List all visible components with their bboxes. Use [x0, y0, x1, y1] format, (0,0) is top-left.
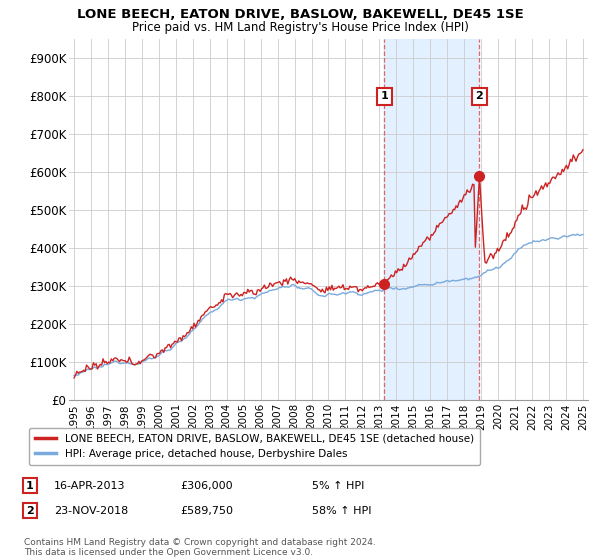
- Text: £589,750: £589,750: [180, 506, 233, 516]
- Legend: LONE BEECH, EATON DRIVE, BASLOW, BAKEWELL, DE45 1SE (detached house), HPI: Avera: LONE BEECH, EATON DRIVE, BASLOW, BAKEWEL…: [29, 428, 480, 465]
- Text: 1: 1: [26, 480, 34, 491]
- Text: 23-NOV-2018: 23-NOV-2018: [54, 506, 128, 516]
- Text: Contains HM Land Registry data © Crown copyright and database right 2024.
This d: Contains HM Land Registry data © Crown c…: [24, 538, 376, 557]
- Text: 1: 1: [380, 91, 388, 101]
- Text: 58% ↑ HPI: 58% ↑ HPI: [312, 506, 371, 516]
- Text: £306,000: £306,000: [180, 480, 233, 491]
- Text: Price paid vs. HM Land Registry's House Price Index (HPI): Price paid vs. HM Land Registry's House …: [131, 21, 469, 34]
- Text: 2: 2: [476, 91, 484, 101]
- Text: 16-APR-2013: 16-APR-2013: [54, 480, 125, 491]
- Text: 2: 2: [26, 506, 34, 516]
- Text: LONE BEECH, EATON DRIVE, BASLOW, BAKEWELL, DE45 1SE: LONE BEECH, EATON DRIVE, BASLOW, BAKEWEL…: [77, 8, 523, 21]
- Text: 5% ↑ HPI: 5% ↑ HPI: [312, 480, 364, 491]
